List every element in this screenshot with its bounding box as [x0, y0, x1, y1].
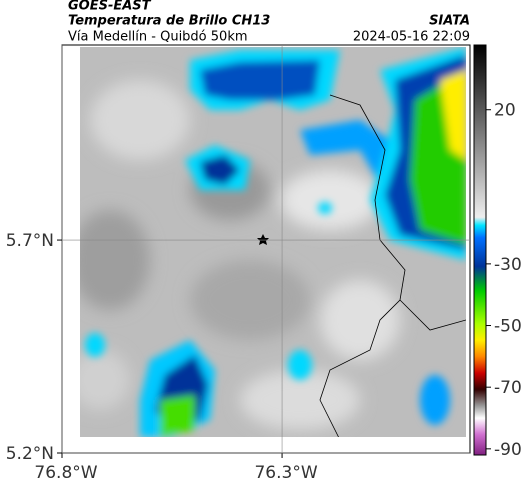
colorbar — [473, 44, 487, 456]
colorbar-tick-label: -90 — [494, 440, 522, 460]
colorbar-tick-label: -30 — [494, 255, 522, 275]
y-tick-label: 5.7°N — [6, 231, 54, 251]
x-tick-label: 76.3°W — [254, 463, 317, 483]
colorbar-tick-label: -50 — [494, 317, 522, 337]
city-marker — [257, 234, 269, 245]
region-name: Vía Medellín - Quibdó 50km — [68, 30, 248, 45]
y-tick-label: 5.2°N — [6, 444, 54, 464]
satellite-name: GOES-EAST — [68, 0, 152, 14]
source-name: SIATA — [429, 14, 470, 29]
datetime: 2024-05-16 22:09 — [353, 30, 470, 45]
satellite-image — [80, 47, 466, 437]
colorbar-tick-label: -70 — [494, 378, 522, 398]
x-tick-label: 76.8°W — [34, 463, 97, 483]
colorbar-tick-label: 20 — [494, 101, 516, 121]
product-name: Temperatura de Brillo CH13 — [68, 14, 270, 29]
